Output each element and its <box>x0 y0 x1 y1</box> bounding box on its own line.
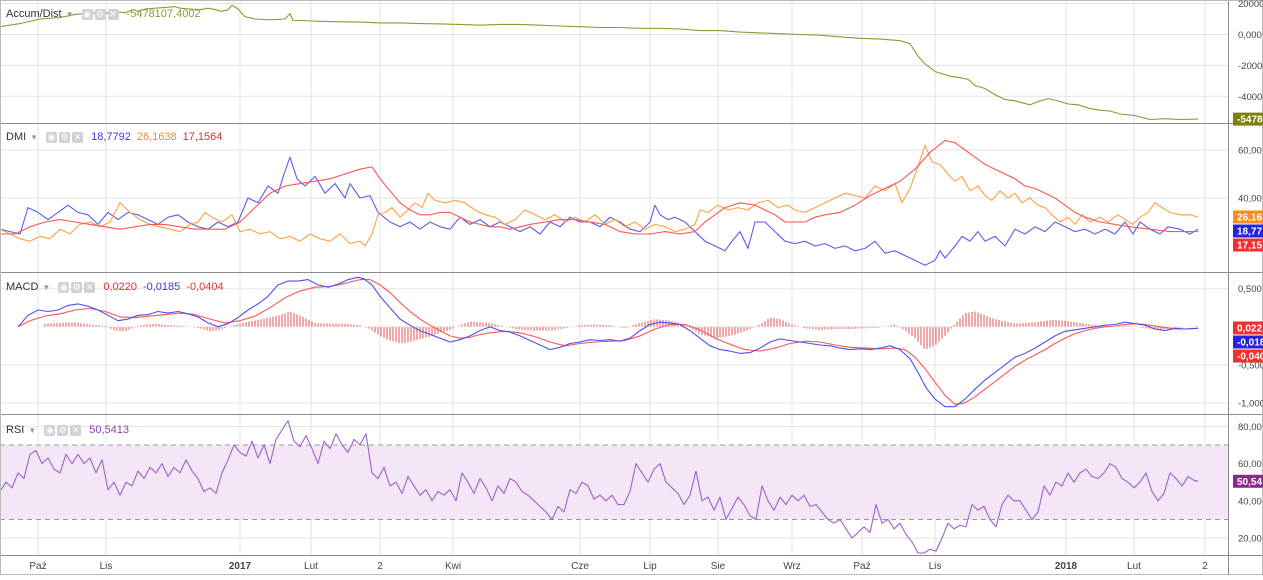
dmi-minus-value: 26,1638 <box>136 131 177 143</box>
gear-icon[interactable]: ⚙ <box>59 131 71 143</box>
rsi-band <box>0 444 1228 520</box>
close-icon[interactable]: ✕ <box>70 424 82 436</box>
accum-badge: -5478 <box>1237 115 1263 126</box>
x-tick-label: Paź <box>853 561 870 572</box>
dmi-badge-minus-di: 26,16 <box>1237 213 1262 224</box>
signal-line <box>17 279 1199 405</box>
macd-hist-value: 0,0220 <box>103 281 137 293</box>
y-tick-label: -0,500 <box>1238 360 1263 371</box>
pane-title-dmi: DMI <box>6 131 27 143</box>
dmi-badge-plus-di: 18,77 <box>1237 227 1262 238</box>
macd-badge-hist-bg <box>1233 321 1263 335</box>
chevron-down-icon[interactable]: ▼ <box>28 425 37 435</box>
x-tick-label: Lis <box>100 561 113 572</box>
y-tick-label: 40,00 <box>1238 496 1262 507</box>
legend-rsi: RSI ▼ ◉ ⚙ ✕ 50,5413 <box>6 422 129 438</box>
dmi-badge-plus-di-bg <box>1233 224 1263 238</box>
x-tick-label: Kwi <box>445 561 461 572</box>
x-tick-label: 2 <box>377 561 383 572</box>
accum-badge-bg <box>1233 112 1263 126</box>
macd-badge-signal: -0,040 <box>1237 352 1263 363</box>
grid <box>0 0 1228 555</box>
x-tick-label: 2017 <box>229 561 252 572</box>
pane-title-accum: Accum/Dist <box>6 8 62 20</box>
series <box>0 4 1199 554</box>
eye-icon[interactable]: ◉ <box>44 424 56 436</box>
y-tick-label: -4000 <box>1238 92 1262 103</box>
chevron-down-icon[interactable]: ▼ <box>30 132 39 142</box>
y-tick-label: -2000 <box>1238 61 1262 72</box>
close-icon[interactable]: ✕ <box>72 131 84 143</box>
macd-badge-hist: 0,022 <box>1237 324 1262 335</box>
axis: Paź Lis 2017 Lut 2 Kwi Cze Lip Sie Wrz Paź Lis 2018 L… <box>29 0 1263 572</box>
gear-icon[interactable]: ⚙ <box>71 281 83 293</box>
x-tick-label: 2 <box>1202 561 1208 572</box>
accum-value: -5478107,4002 <box>126 8 201 20</box>
x-tick-label: Sie <box>711 561 726 572</box>
x-tick-label: Lip <box>643 561 657 572</box>
rsi-line <box>0 420 1199 554</box>
y-tick-label: 60,00 <box>1238 459 1262 470</box>
pane-title-rsi: RSI <box>6 424 25 436</box>
dmi-plus-value: 18,7792 <box>91 131 131 143</box>
close-icon[interactable]: ✕ <box>107 8 119 20</box>
legend-accum: Accum/Dist ▼ ◉ ⚙ ✕ -5478107,4002 <box>6 6 201 22</box>
pane-title-macd: MACD <box>6 281 39 293</box>
dmi-adx-value: 17,1564 <box>182 131 223 143</box>
y-tick-label: 0,500 <box>1238 284 1262 295</box>
chevron-down-icon[interactable]: ▼ <box>42 282 51 292</box>
chevron-down-icon[interactable]: ▼ <box>65 9 74 19</box>
macd-badge-macd: -0,018 <box>1237 338 1263 349</box>
x-tick-label: Lut <box>1127 561 1141 572</box>
y-tick-label: 20,00 <box>1238 534 1262 545</box>
x-tick-label: Cze <box>571 561 589 572</box>
gear-icon[interactable]: ⚙ <box>94 8 106 20</box>
y-tick-label: -1,000 <box>1238 398 1263 409</box>
macd-line-value: -0,0185 <box>142 281 181 293</box>
legend-macd: MACD ▼ ◉ ⚙ ✕ 0,0220 -0,0185 -0,0404 <box>6 279 224 295</box>
y-tick-label: 20000 <box>1238 0 1263 10</box>
eye-icon[interactable]: ◉ <box>81 8 93 20</box>
macd-line <box>17 276 1199 408</box>
macd-badge-signal-bg <box>1233 349 1263 363</box>
close-icon[interactable]: ✕ <box>84 281 96 293</box>
rsi-badge-bg <box>1233 474 1263 488</box>
x-tick-label: Lut <box>304 561 318 572</box>
x-tick-label: Wrz <box>783 561 801 572</box>
accum-dist-line <box>0 4 1199 121</box>
gear-icon[interactable]: ⚙ <box>57 424 69 436</box>
x-tick-label: Paź <box>29 561 46 572</box>
rsi-badge: 50,54 <box>1237 477 1262 488</box>
legend-dmi: DMI ▼ ◉ ⚙ ✕ 18,7792 26,1638 17,1564 <box>6 129 222 145</box>
y-tick-label: 80,00 <box>1238 422 1262 433</box>
y-tick-label: 0,000 <box>1238 30 1262 41</box>
x-tick-label: 2018 <box>1055 561 1078 572</box>
minus-di-line <box>0 144 1199 247</box>
adx-line <box>0 139 1198 235</box>
rsi-value: 50,5413 <box>89 424 130 436</box>
dmi-badge-adx: 17,15 <box>1237 241 1262 252</box>
y-tick-label: 60,00 <box>1238 146 1262 157</box>
x-tick-label: Lis <box>929 561 942 572</box>
macd-badge-macd-bg <box>1233 335 1263 349</box>
dmi-badge-adx-bg <box>1233 238 1263 252</box>
eye-icon[interactable]: ◉ <box>58 281 70 293</box>
eye-icon[interactable]: ◉ <box>46 131 58 143</box>
dmi-badge-minus-di-bg <box>1233 210 1263 224</box>
macd-signal-value: -0,0404 <box>186 281 224 293</box>
y-tick-label: 40,00 <box>1238 194 1262 205</box>
